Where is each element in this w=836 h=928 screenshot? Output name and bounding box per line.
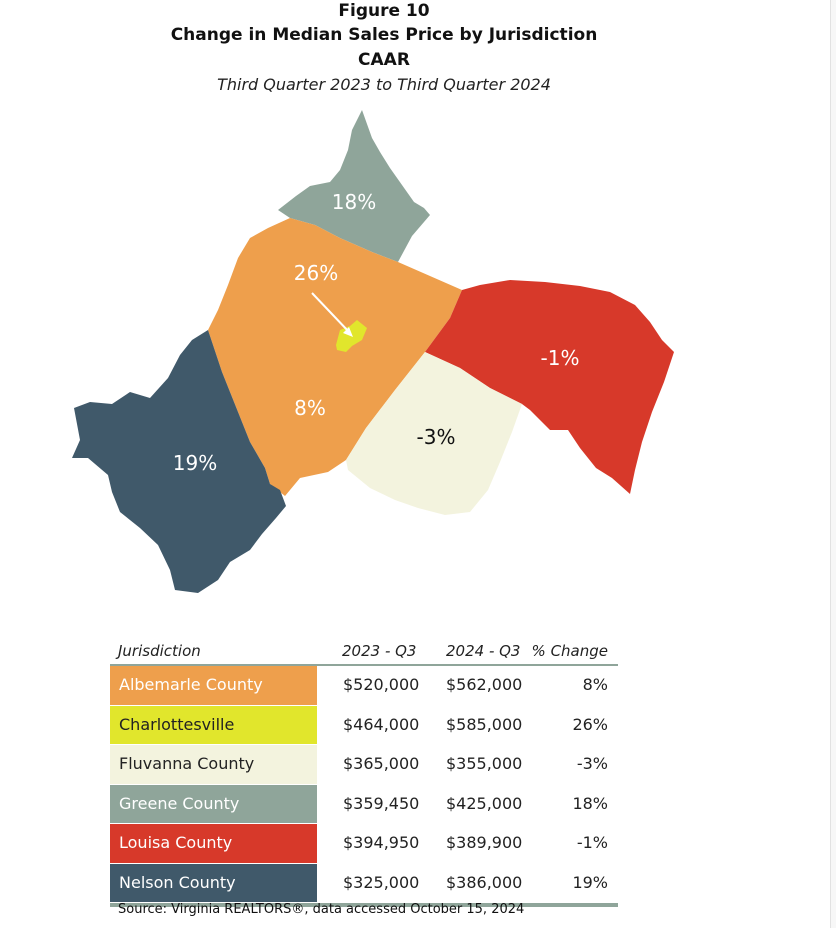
table-row: Louisa County $394,950 $389,900 -1%: [110, 824, 618, 864]
table-row: Charlottesville $464,000 $585,000 26%: [110, 705, 618, 745]
label-fluvanna: -3%: [417, 425, 456, 449]
table-row: Albemarle County $520,000 $562,000 8%: [110, 666, 618, 706]
region-louisa-county: [425, 280, 674, 494]
label-charlottesville: 26%: [294, 261, 338, 285]
jurisdiction-map: 18% 26% 8% -1% -3% 19%: [72, 110, 674, 593]
region-fluvanna-county: [346, 352, 522, 515]
row-value-change: 26%: [572, 714, 608, 734]
row-value-2024: $355,000: [446, 754, 523, 773]
figure-organization: CAAR: [358, 50, 410, 70]
header-jurisdiction: Jurisdiction: [118, 642, 201, 660]
table-bottom-rule: [110, 903, 618, 907]
header-2023-q3: 2023 - Q3: [342, 642, 417, 660]
figure-subtitle: Third Quarter 2023 to Third Quarter 2024: [217, 75, 551, 94]
figure-title: Change in Median Sales Price by Jurisdic…: [170, 25, 598, 45]
table-header: Jurisdiction 2023 - Q3 2024 - Q3 % Chang…: [110, 640, 618, 666]
table-row: Greene County $359,450 $425,000 18%: [110, 784, 618, 824]
row-value-2023: $464,000: [343, 714, 420, 734]
row-value-2023: $520,000: [343, 675, 420, 694]
figure-number: Figure 10: [338, 1, 430, 21]
row-name-cell: Albemarle County: [110, 666, 317, 705]
region-albemarle-county: [208, 218, 462, 496]
data-table: Jurisdiction 2023 - Q3 2024 - Q3 % Chang…: [110, 640, 618, 907]
row-value-change: 8%: [582, 675, 608, 694]
region-nelson-county: [72, 330, 286, 593]
scrollbar-edge[interactable]: [830, 0, 836, 928]
row-value-change: -1%: [576, 833, 608, 852]
region-greene-county: [278, 110, 430, 262]
charlottesville-arrowhead: [343, 327, 353, 337]
row-name-cell: Charlottesville: [110, 705, 317, 744]
row-value-2024: $389,900: [446, 833, 523, 852]
row-value-2023: $365,000: [343, 754, 420, 773]
row-name-cell: Fluvanna County: [110, 745, 317, 784]
row-value-2023: $394,950: [343, 833, 420, 852]
row-value-change: 19%: [572, 872, 608, 892]
row-value-2024: $562,000: [446, 675, 523, 694]
row-value-2023: $359,450: [343, 793, 420, 813]
label-nelson: 19%: [173, 451, 217, 475]
row-value-2024: $425,000: [446, 793, 523, 813]
row-value-change: -3%: [576, 754, 608, 773]
row-name-cell: Greene County: [110, 784, 317, 823]
header-pct-change: % Change: [531, 642, 608, 660]
row-value-change: 18%: [572, 793, 608, 813]
row-value-2024: $386,000: [446, 872, 523, 892]
source-note: Source: Virginia REALTORS®, data accesse…: [118, 902, 525, 917]
header-2024-q3: 2024 - Q3: [446, 642, 521, 660]
table-row: Nelson County $325,000 $386,000 19%: [110, 863, 618, 903]
row-name-cell: Louisa County: [110, 824, 317, 863]
row-value-2024: $585,000: [446, 714, 523, 734]
table-row: Fluvanna County $365,000 $355,000 -3%: [110, 745, 618, 785]
charlottesville-pointer-arrow: [311, 292, 351, 334]
label-greene: 18%: [332, 190, 376, 214]
label-albemarle: 8%: [294, 396, 326, 420]
row-name-cell: Nelson County: [110, 863, 317, 902]
label-louisa: -1%: [541, 346, 580, 370]
row-value-2023: $325,000: [343, 872, 420, 892]
